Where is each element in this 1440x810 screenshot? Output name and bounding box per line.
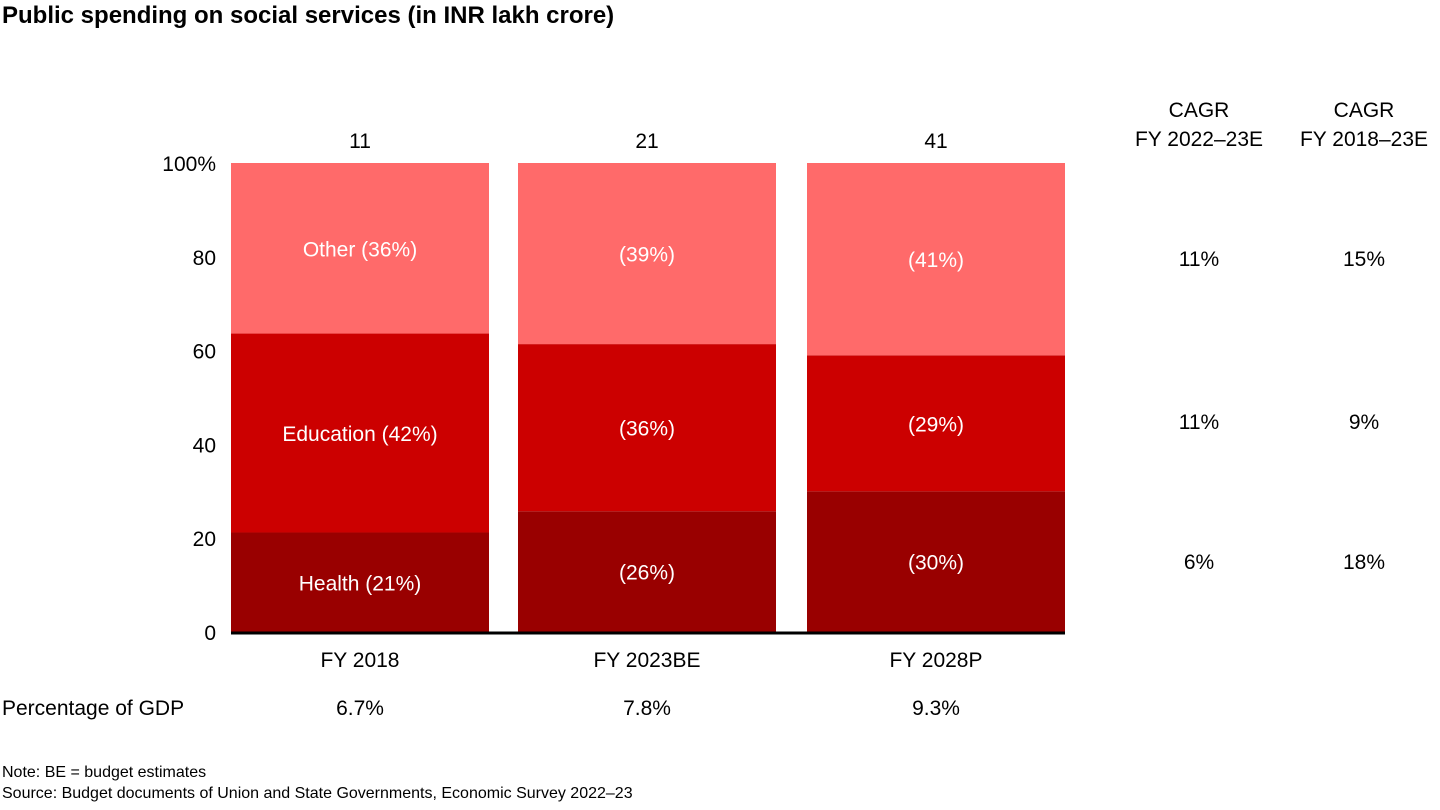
gdp-value: 7.8% [623, 697, 671, 720]
data-label: (30%) [908, 552, 964, 575]
data-label: Education (42%) [282, 423, 437, 446]
y-tick-label: 100% [162, 153, 216, 176]
y-tick-label: 80 [193, 247, 216, 270]
gdp-value: 6.7% [336, 697, 384, 720]
gdp-value: 9.3% [912, 697, 960, 720]
cagr-header-period: FY 2022–23E [1135, 128, 1263, 151]
bar-segment-education [231, 333, 489, 533]
cagr-header-period: FY 2018–23E [1300, 128, 1428, 151]
cagr-header: CAGR [1169, 99, 1230, 122]
cagr-value-education: 9% [1349, 411, 1379, 434]
y-tick-label: 20 [193, 528, 216, 551]
bar-segment-health [518, 511, 776, 632]
bar-total-label: 21 [635, 130, 658, 153]
x-tick-label: FY 2018 [320, 649, 399, 672]
x-tick-label: FY 2023BE [593, 649, 700, 672]
y-tick-label: 60 [193, 341, 216, 364]
data-label: (29%) [908, 413, 964, 436]
data-label: Health (21%) [299, 572, 422, 595]
y-tick-label: 40 [193, 434, 216, 457]
chart-note: Note: BE = budget estimates [2, 764, 207, 781]
bar-total-label: 11 [349, 130, 371, 153]
cagr-value-health: 6% [1184, 551, 1214, 574]
bar-segment-health [807, 491, 1065, 632]
data-label: (26%) [619, 562, 675, 585]
bar-segment-health [231, 532, 489, 632]
cagr-value-other: 15% [1343, 248, 1385, 271]
cagr-value-education: 11% [1179, 411, 1219, 434]
data-label: Other (36%) [303, 238, 417, 261]
data-label: (36%) [619, 418, 675, 441]
bar-segment-education [518, 344, 776, 512]
data-label: (41%) [908, 249, 964, 272]
chart-source: Source: Budget documents of Union and St… [2, 785, 633, 802]
cagr-value-other: 11% [1179, 248, 1219, 271]
bar-segment-other [518, 163, 776, 345]
gdp-row-label: Percentage of GDP [2, 697, 184, 720]
bar-segment-other [807, 163, 1065, 356]
bar-total-label: 41 [924, 130, 947, 153]
x-tick-label: FY 2028P [889, 649, 982, 672]
cagr-header: CAGR [1334, 99, 1395, 122]
bar-segment-education [807, 355, 1065, 492]
cagr-value-health: 18% [1343, 551, 1385, 574]
chart-title: Public spending on social services (in I… [2, 2, 615, 29]
bar-segment-other [231, 163, 489, 334]
data-label: (39%) [619, 244, 675, 267]
y-tick-label: 0 [204, 622, 216, 645]
